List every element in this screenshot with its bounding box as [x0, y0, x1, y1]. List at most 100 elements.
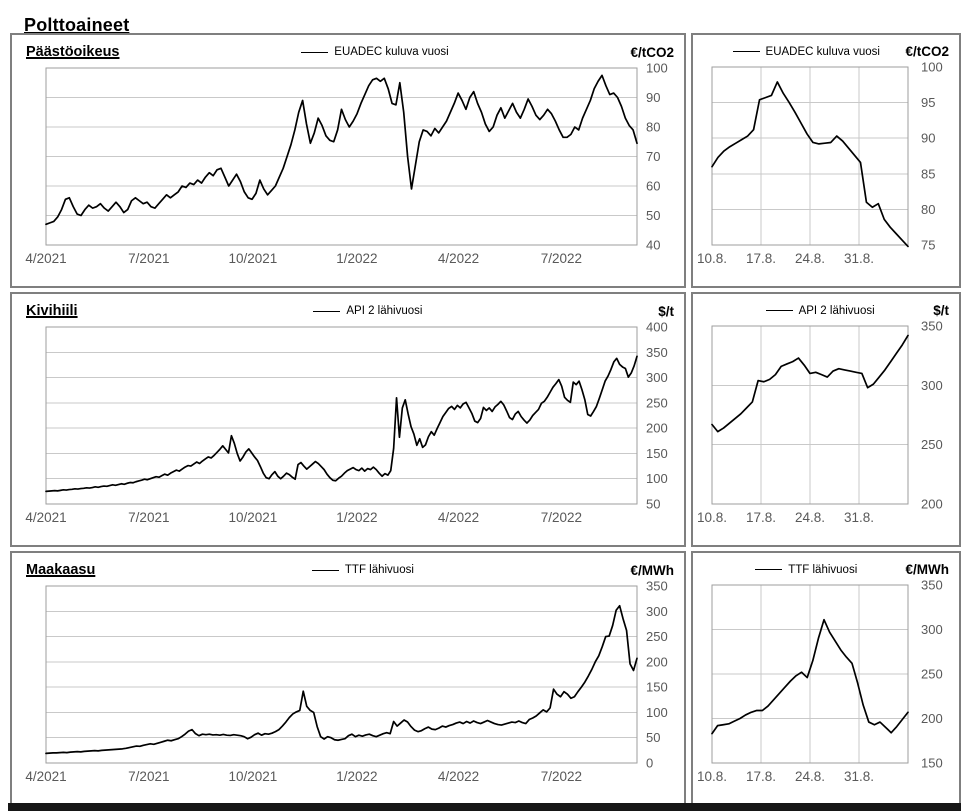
chart-rows: Päästöoikeus EUADEC kuluva vuosi €/tCO2 … [10, 33, 961, 806]
panel-paastooikeus-mini: EUADEC kuluva vuosi €/tCO2 100 95 90 85 80 75… [691, 33, 961, 288]
line-chart-maakaasu-mini: 350 300 250 200 150 10.8. 17.8. 24.8. 31.8. [693, 579, 959, 786]
svg-text:24.8.: 24.8. [795, 251, 825, 266]
chart-legend: EUADEC kuluva vuosi [120, 46, 631, 58]
line-chart-maakaasu-main: 350 300 250 200 150 100 50 0 4/2021 7/2021 10/2021… [12, 580, 684, 786]
svg-text:31.8.: 31.8. [844, 251, 874, 266]
axis-unit-label: €/MWh [905, 562, 950, 577]
panel-header: Maakaasu TTF lähivuosi €/MWh [12, 553, 684, 578]
svg-text:100: 100 [646, 705, 668, 720]
svg-text:24.8.: 24.8. [795, 510, 825, 525]
line-chart-kivihiili-main: 400 350 300 250 200 150 100 50 4/2021 7/2021 10/20… [12, 321, 684, 527]
svg-text:17.8.: 17.8. [746, 510, 776, 525]
svg-text:7/2022: 7/2022 [541, 510, 582, 525]
svg-text:10.8.: 10.8. [697, 510, 727, 525]
svg-text:10/2021: 10/2021 [228, 769, 277, 784]
svg-text:1/2022: 1/2022 [336, 769, 377, 784]
svg-text:95: 95 [921, 95, 935, 110]
chart-legend: TTF lähivuosi [95, 564, 630, 576]
svg-text:150: 150 [921, 756, 943, 771]
panel-header: EUADEC kuluva vuosi €/tCO2 [693, 35, 959, 59]
svg-text:7/2022: 7/2022 [541, 769, 582, 784]
line-chart-paastooikeus-mini: 100 95 90 85 80 75 10.8. 17.8. 24.8. 31.8. [693, 61, 959, 268]
svg-text:10/2021: 10/2021 [228, 251, 277, 266]
svg-text:200: 200 [646, 421, 668, 436]
legend-line-icon [755, 569, 783, 570]
panel-maakaasu-main: Maakaasu TTF lähivuosi €/MWh 350 300 250 20… [10, 551, 686, 806]
svg-text:100: 100 [646, 62, 668, 76]
chart-legend: API 2 lähivuosi [707, 305, 933, 317]
legend-line-icon [732, 51, 760, 52]
svg-text:100: 100 [921, 61, 943, 75]
panel-header: Kivihiili API 2 lähivuosi $/t [12, 294, 684, 319]
svg-text:80: 80 [921, 202, 935, 217]
svg-text:1/2022: 1/2022 [336, 251, 377, 266]
svg-text:50: 50 [646, 730, 660, 745]
svg-text:350: 350 [921, 320, 943, 334]
svg-text:50: 50 [646, 497, 660, 512]
svg-text:10.8.: 10.8. [697, 769, 727, 784]
svg-text:31.8.: 31.8. [844, 769, 874, 784]
chart-legend: TTF lähivuosi [707, 564, 906, 576]
svg-text:60: 60 [646, 179, 660, 194]
section-title: Maakaasu [26, 562, 96, 578]
svg-text:250: 250 [921, 667, 943, 682]
svg-text:50: 50 [646, 208, 660, 223]
legend-line-icon [313, 310, 341, 312]
svg-text:350: 350 [921, 579, 943, 593]
legend-line-icon [311, 569, 339, 571]
legend-label: API 2 lähivuosi [346, 305, 423, 317]
axis-unit-label: $/t [658, 303, 674, 319]
svg-text:1/2022: 1/2022 [336, 510, 377, 525]
svg-text:250: 250 [646, 395, 668, 410]
section-kivihiili: Kivihiili API 2 lähivuosi $/t 400 350 300 2… [10, 292, 961, 547]
svg-text:100: 100 [646, 471, 668, 486]
svg-text:17.8.: 17.8. [746, 769, 776, 784]
line-chart-kivihiili-mini: 350 300 250 200 10.8. 17.8. 24.8. 31.8. [693, 320, 959, 527]
legend-line-icon [765, 310, 793, 311]
svg-text:350: 350 [646, 345, 668, 360]
panel-header: Päästöoikeus EUADEC kuluva vuosi €/tCO2 [12, 35, 684, 60]
legend-line-icon [301, 51, 329, 53]
chart-legend: EUADEC kuluva vuosi [707, 46, 905, 58]
svg-text:4/2022: 4/2022 [438, 251, 479, 266]
svg-text:10.8.: 10.8. [697, 251, 727, 266]
svg-text:4/2022: 4/2022 [438, 510, 479, 525]
legend-label: EUADEC kuluva vuosi [765, 45, 880, 58]
svg-text:4/2021: 4/2021 [25, 251, 66, 266]
svg-text:80: 80 [646, 120, 660, 135]
legend-label: TTF lähivuosi [788, 563, 858, 576]
svg-text:7/2021: 7/2021 [128, 510, 169, 525]
svg-text:300: 300 [646, 370, 668, 385]
svg-text:150: 150 [646, 680, 668, 695]
axis-unit-label: €/MWh [630, 562, 675, 578]
svg-text:75: 75 [921, 238, 935, 253]
svg-text:7/2021: 7/2021 [128, 251, 169, 266]
line-chart-paastooikeus-main: 100 90 80 70 60 50 40 4/2021 7/2021 10/2021 1/2022… [12, 62, 684, 268]
section-title: Päästöoikeus [26, 44, 120, 60]
panel-kivihiili-mini: API 2 lähivuosi $/t 350 300 250 200 10.8. 17.… [691, 292, 961, 547]
legend-label: TTF lähivuosi [344, 564, 414, 576]
svg-text:17.8.: 17.8. [746, 251, 776, 266]
axis-unit-label: €/tCO2 [630, 44, 674, 60]
svg-text:7/2022: 7/2022 [541, 251, 582, 266]
svg-text:200: 200 [921, 497, 943, 512]
legend-label: EUADEC kuluva vuosi [334, 46, 449, 58]
svg-text:250: 250 [921, 437, 943, 452]
panel-header: API 2 lähivuosi $/t [693, 294, 959, 318]
svg-text:200: 200 [646, 654, 668, 669]
next-section-divider [8, 803, 961, 811]
axis-unit-label: €/tCO2 [905, 44, 949, 59]
svg-text:4/2021: 4/2021 [25, 769, 66, 784]
svg-text:10/2021: 10/2021 [228, 510, 277, 525]
svg-text:400: 400 [646, 321, 668, 335]
svg-text:31.8.: 31.8. [844, 510, 874, 525]
svg-text:300: 300 [646, 604, 668, 619]
chart-legend: API 2 lähivuosi [78, 305, 659, 317]
svg-text:24.8.: 24.8. [795, 769, 825, 784]
svg-text:0: 0 [646, 756, 653, 771]
panel-header: TTF lähivuosi €/MWh [693, 553, 959, 577]
legend-label: API 2 lähivuosi [798, 304, 875, 317]
svg-text:350: 350 [646, 580, 668, 594]
svg-text:90: 90 [646, 90, 660, 105]
svg-text:300: 300 [921, 622, 943, 637]
